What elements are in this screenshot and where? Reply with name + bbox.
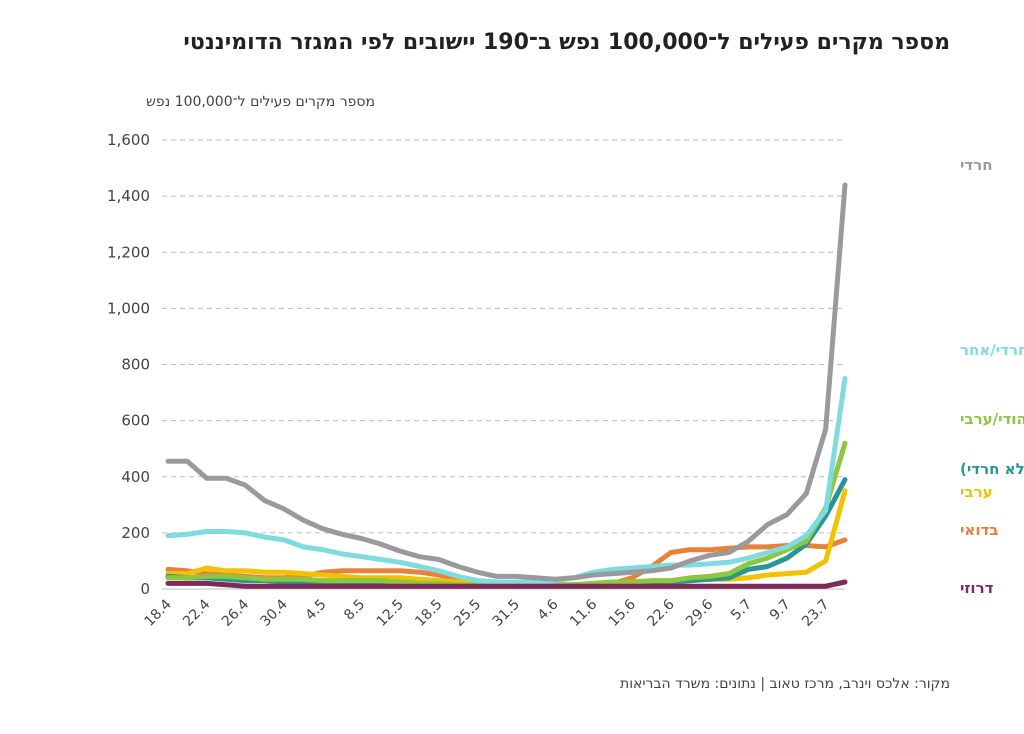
series-line bbox=[165, 182, 848, 582]
x-tick-label: 18.4 bbox=[141, 596, 174, 629]
x-tick-label: 5.7 bbox=[728, 597, 755, 624]
x-tick-label: 23.7 bbox=[799, 597, 832, 630]
series-labels: בדואי ערבי יהודי (לא חרדי) מעורב יהודי/ערבי… bbox=[960, 156, 1024, 597]
x-tick-label: 9.7 bbox=[767, 597, 794, 624]
series-label: מעורב חרדי/אחר bbox=[960, 341, 1024, 359]
source-note: מקור: אלכס וינרב, מרכז טאוב | נתונים: מש… bbox=[620, 676, 950, 692]
y-tick-label: 1,400 bbox=[107, 187, 150, 205]
x-tick-label: 30.4 bbox=[258, 596, 291, 629]
series-label: ערבי bbox=[960, 483, 993, 501]
series-line bbox=[165, 376, 848, 585]
x-tick-label: 22.4 bbox=[180, 596, 213, 629]
y-axis-label: מספר מקרים פעילים ל־100,000 נפש bbox=[145, 94, 375, 110]
series-lines bbox=[165, 182, 848, 589]
x-tick-label: 22.6 bbox=[644, 596, 677, 629]
x-tick-label: 4.6 bbox=[535, 596, 562, 623]
x-tick-label: 11.6 bbox=[567, 596, 600, 629]
grid-layer bbox=[162, 139, 845, 590]
y-tick-label: 1,000 bbox=[107, 299, 150, 317]
x-tick-label: 31.5 bbox=[490, 597, 523, 630]
series-label: יהודי (לא חרדי) bbox=[960, 460, 1024, 478]
y-tick-label: 1,600 bbox=[107, 131, 150, 149]
y-tick-label: 200 bbox=[121, 524, 150, 542]
x-tick-label: 26.4 bbox=[219, 596, 252, 629]
y-tick-label: 600 bbox=[121, 412, 150, 430]
x-tick-label: 12.5 bbox=[374, 597, 407, 630]
x-ticks: 18.4 22.4 26.4 30.4 4.5 8.5 12.5 18.5 25.5 31.5 4.… bbox=[141, 596, 832, 629]
y-tick-label: 0 bbox=[140, 580, 150, 598]
series-label: דרוזי bbox=[960, 579, 994, 597]
chart-title: מספר מקרים פעילים ל־100,000 נפש ב־190 יי… bbox=[183, 30, 950, 55]
x-tick-label: 15.6 bbox=[606, 596, 639, 629]
series-line bbox=[165, 579, 848, 589]
y-tick-label: 400 bbox=[121, 468, 150, 486]
series-label: בדואי bbox=[960, 521, 998, 539]
series-label: חרדי bbox=[960, 156, 993, 174]
x-tick-label: 4.5 bbox=[303, 597, 330, 624]
x-tick-label: 8.5 bbox=[341, 597, 368, 624]
x-tick-label: 25.5 bbox=[451, 597, 484, 630]
series-line bbox=[165, 440, 848, 588]
y-ticks: 0 200 400 600 800 1,000 1,200 1,400 1,600 bbox=[107, 131, 150, 598]
y-tick-label: 1,200 bbox=[107, 243, 150, 261]
x-tick-label: 29.6 bbox=[683, 596, 716, 629]
x-tick-label: 18.5 bbox=[412, 597, 445, 630]
series-label: מעורב יהודי/ערבי bbox=[960, 410, 1024, 428]
y-tick-label: 800 bbox=[121, 356, 150, 374]
